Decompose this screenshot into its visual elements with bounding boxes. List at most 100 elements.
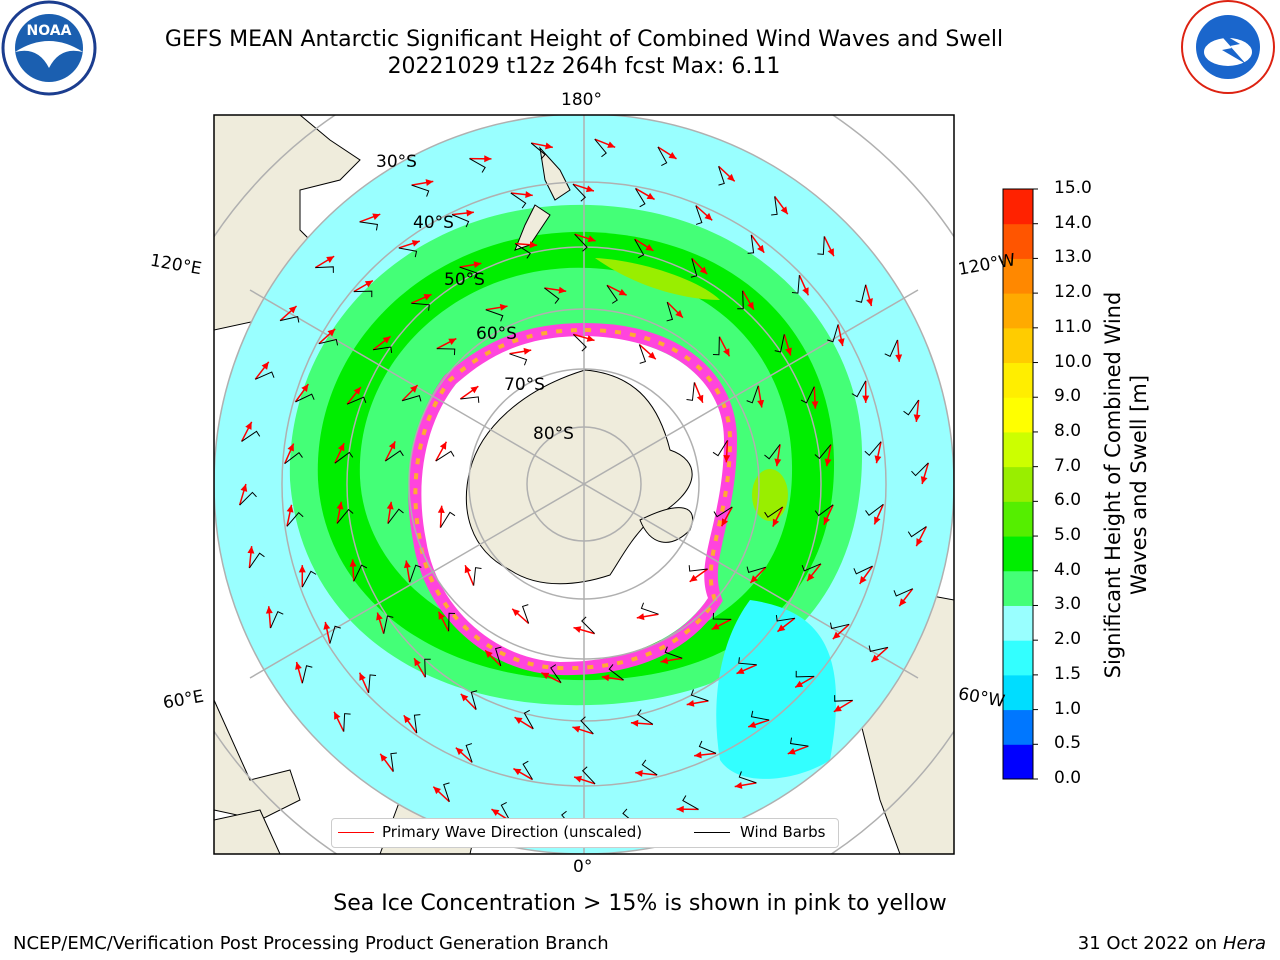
wind-barb bbox=[280, 315, 300, 323]
wind-barb bbox=[637, 709, 654, 725]
wind-barb bbox=[295, 393, 315, 403]
wind-barb bbox=[301, 665, 313, 684]
wave-arrow-head bbox=[727, 173, 735, 182]
colorbar-bin bbox=[1003, 397, 1033, 433]
wave-arrow-head bbox=[772, 518, 780, 527]
wave-arrow-head bbox=[512, 608, 520, 617]
wave-arrow-head bbox=[676, 805, 684, 813]
wind-barb bbox=[440, 511, 456, 528]
wind-barb bbox=[409, 564, 422, 583]
wind-barb bbox=[893, 588, 913, 597]
wave-arrow-head bbox=[675, 310, 683, 318]
chart-title: GEFS MEAN Antarctic Significant Height o… bbox=[164, 27, 1004, 52]
wave-arrow-head bbox=[668, 152, 677, 159]
wind-barb bbox=[470, 690, 478, 710]
wind-barb bbox=[270, 610, 284, 629]
wave-arrow-head bbox=[689, 574, 698, 582]
wave-arrow-head bbox=[646, 192, 655, 200]
wave-arrow-head bbox=[247, 546, 255, 554]
wind-barb bbox=[346, 396, 367, 405]
colorbar-tick-label: 1.5 bbox=[1054, 663, 1082, 684]
wind-barb bbox=[853, 565, 873, 575]
wind-barb bbox=[868, 645, 888, 653]
wave-arrow-head bbox=[448, 338, 457, 345]
wave-arrow-head bbox=[327, 328, 336, 337]
wave-arrow-head bbox=[696, 394, 704, 403]
colorbar-bin bbox=[1003, 189, 1033, 225]
wind-barb bbox=[718, 166, 725, 186]
wave-arrow-head bbox=[694, 751, 702, 759]
wave-arrow-head bbox=[455, 747, 464, 756]
wind-barb bbox=[634, 238, 645, 259]
wind-barb bbox=[469, 158, 486, 173]
wind-barb bbox=[746, 385, 759, 404]
wave-arrow-head bbox=[837, 338, 845, 347]
wave-arrow-head bbox=[587, 235, 596, 243]
wave-arrow-head bbox=[386, 501, 394, 510]
wind-barb bbox=[801, 563, 822, 572]
wind-barb bbox=[690, 689, 709, 702]
wave-arrow-head bbox=[750, 575, 758, 583]
wave-arrow-head bbox=[807, 573, 815, 582]
wave-arrow-head bbox=[288, 306, 297, 314]
lat-label-50s: 50°S bbox=[444, 270, 485, 290]
colorbar-tick-label: 2.0 bbox=[1054, 629, 1082, 650]
wave-arrow-head bbox=[545, 142, 553, 150]
wave-arrow-head bbox=[240, 484, 248, 492]
wind-barb bbox=[572, 183, 587, 202]
wind-barb bbox=[608, 664, 624, 681]
wave-arrow-head bbox=[871, 654, 880, 662]
wind-barb bbox=[834, 695, 853, 702]
wind-barb bbox=[523, 709, 534, 730]
lat-label-70s: 70°S bbox=[504, 375, 545, 395]
wave-direction-swatch bbox=[338, 832, 374, 833]
wind-barb bbox=[459, 266, 478, 279]
wind-barb bbox=[827, 324, 839, 343]
wind-barb bbox=[771, 196, 778, 216]
wave-arrow-head bbox=[711, 623, 720, 630]
wave-arrow-head bbox=[295, 661, 302, 670]
wave-arrow-head bbox=[586, 335, 595, 342]
wave-arrow-head bbox=[466, 209, 474, 217]
wind-barb bbox=[255, 371, 275, 380]
wave-arrow-head bbox=[785, 347, 792, 356]
wind-barb bbox=[544, 287, 560, 304]
date-text: 31 Oct 2022 on Hera bbox=[1078, 933, 1266, 954]
wind-barb bbox=[301, 570, 317, 588]
wave-arrow-head bbox=[372, 213, 381, 220]
wind-barb bbox=[712, 440, 728, 457]
colorbar-tick-label: 8.0 bbox=[1054, 420, 1082, 441]
wind-barb bbox=[814, 444, 832, 460]
wind-barb bbox=[911, 462, 929, 477]
wind-barb bbox=[775, 614, 795, 622]
wave-arrow-head bbox=[464, 565, 472, 574]
wave-arrow-head bbox=[523, 347, 532, 355]
wind-barb bbox=[460, 396, 480, 403]
colorbar-bin bbox=[1003, 709, 1033, 745]
lat-label-80s: 80°S bbox=[533, 424, 574, 444]
wind-barb bbox=[738, 657, 757, 666]
wind-barb bbox=[795, 670, 815, 678]
wind-barb bbox=[738, 771, 757, 784]
wind-barb bbox=[686, 382, 695, 401]
wave-arrow-head bbox=[410, 385, 418, 393]
wind-barb bbox=[580, 716, 594, 735]
wave-arrow-head bbox=[437, 505, 445, 514]
wind-barb-swatch bbox=[694, 832, 730, 833]
colorbar-bin bbox=[1003, 640, 1033, 676]
wind-barb bbox=[774, 334, 785, 353]
colorbar-bin bbox=[1003, 466, 1033, 502]
colorbar-bin bbox=[1003, 362, 1033, 398]
wind-barb bbox=[411, 184, 430, 197]
colorbar-tick-label: 1.0 bbox=[1054, 698, 1082, 719]
wave-arrow-head bbox=[423, 294, 432, 301]
wind-barb bbox=[284, 452, 303, 465]
wind-barb bbox=[521, 604, 530, 624]
wave-arrow-head bbox=[748, 721, 757, 728]
wave-arrow-head bbox=[823, 516, 831, 525]
wind-barb bbox=[383, 615, 394, 634]
wave-arrow-head bbox=[699, 266, 708, 275]
wave-arrow-head bbox=[827, 248, 834, 257]
wave-arrow-head bbox=[574, 775, 583, 783]
colorbar-bin bbox=[1003, 744, 1033, 780]
